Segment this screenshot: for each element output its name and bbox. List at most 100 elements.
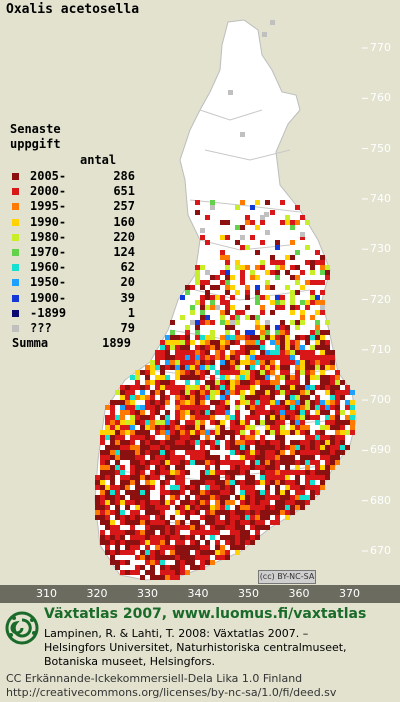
- distribution-point: [315, 460, 320, 465]
- distribution-point: [105, 500, 110, 505]
- distribution-point: [100, 515, 105, 520]
- distribution-point: [300, 360, 305, 365]
- distribution-point: [160, 520, 165, 525]
- x-tick-label: 350: [238, 587, 259, 600]
- distribution-point: [130, 550, 135, 555]
- distribution-point: [235, 355, 240, 360]
- distribution-point: [190, 310, 195, 315]
- distribution-point: [110, 520, 115, 525]
- distribution-point: [95, 510, 100, 515]
- distribution-point: [240, 435, 245, 440]
- footer-heading[interactable]: Växtatlas 2007, www.luomus.fi/vaxtatlas: [44, 606, 367, 622]
- distribution-point: [270, 350, 275, 355]
- distribution-point: [315, 410, 320, 415]
- distribution-point: [225, 405, 230, 410]
- distribution-point: [280, 330, 285, 335]
- distribution-point: [250, 525, 255, 530]
- distribution-point: [185, 390, 190, 395]
- distribution-point: [190, 545, 195, 550]
- distribution-point: [190, 520, 195, 525]
- distribution-point: [120, 485, 125, 490]
- distribution-point: [180, 560, 185, 565]
- distribution-point: [210, 335, 215, 340]
- distribution-point: [120, 560, 125, 565]
- distribution-point: [260, 325, 265, 330]
- distribution-point: [250, 490, 255, 495]
- distribution-point: [335, 395, 340, 400]
- distribution-point: [175, 395, 180, 400]
- distribution-point: [135, 510, 140, 515]
- distribution-point: [130, 440, 135, 445]
- distribution-point: [195, 400, 200, 405]
- distribution-point: [140, 555, 145, 560]
- distribution-point: [325, 420, 330, 425]
- distribution-point: [110, 425, 115, 430]
- distribution-point: [240, 350, 245, 355]
- distribution-point: [265, 320, 270, 325]
- distribution-point: [205, 315, 210, 320]
- distribution-point: [275, 390, 280, 395]
- distribution-point: [225, 335, 230, 340]
- distribution-point: [170, 495, 175, 500]
- distribution-point: [190, 525, 195, 530]
- distribution-point: [165, 465, 170, 470]
- distribution-point: [130, 475, 135, 480]
- distribution-point: [320, 435, 325, 440]
- distribution-point: [130, 415, 135, 420]
- distribution-point: [335, 405, 340, 410]
- license-badge[interactable]: (cc) BY-NC-SA: [258, 570, 316, 584]
- distribution-point: [150, 470, 155, 475]
- distribution-point: [160, 385, 165, 390]
- distribution-point: [135, 520, 140, 525]
- distribution-point: [155, 405, 160, 410]
- distribution-point: [255, 370, 260, 375]
- distribution-point: [175, 470, 180, 475]
- distribution-point: [285, 385, 290, 390]
- distribution-point: [145, 460, 150, 465]
- distribution-point: [290, 405, 295, 410]
- distribution-point: [305, 260, 310, 265]
- distribution-point: [135, 470, 140, 475]
- distribution-point: [195, 450, 200, 455]
- y-tick-label: 770: [370, 41, 391, 54]
- distribution-point: [170, 525, 175, 530]
- distribution-point: [290, 485, 295, 490]
- distribution-point: [200, 355, 205, 360]
- distribution-point: [155, 545, 160, 550]
- distribution-point: [335, 450, 340, 455]
- distribution-point: [140, 500, 145, 505]
- distribution-point: [180, 535, 185, 540]
- distribution-point: [195, 355, 200, 360]
- distribution-point: [195, 350, 200, 355]
- distribution-point: [160, 540, 165, 545]
- distribution-point: [250, 485, 255, 490]
- distribution-point: [165, 575, 170, 580]
- distribution-point: [110, 490, 115, 495]
- distribution-point: [130, 570, 135, 575]
- distribution-point: [235, 335, 240, 340]
- footer-license-url[interactable]: http://creativecommons.org/licenses/by-n…: [6, 686, 337, 699]
- distribution-point: [195, 525, 200, 530]
- distribution-point: [310, 260, 315, 265]
- distribution-point: [295, 425, 300, 430]
- distribution-point: [230, 515, 235, 520]
- distribution-point: [150, 420, 155, 425]
- distribution-point: [185, 460, 190, 465]
- distribution-point: [305, 445, 310, 450]
- distribution-point: [130, 535, 135, 540]
- distribution-point: [220, 480, 225, 485]
- distribution-point: [105, 550, 110, 555]
- distribution-point: [340, 395, 345, 400]
- distribution-point: [215, 515, 220, 520]
- distribution-point: [190, 425, 195, 430]
- distribution-point: [225, 255, 230, 260]
- distribution-point: [275, 340, 280, 345]
- distribution-point: [255, 535, 260, 540]
- distribution-point: [225, 270, 230, 275]
- distribution-point: [115, 465, 120, 470]
- distribution-point: [315, 490, 320, 495]
- distribution-point: [240, 370, 245, 375]
- distribution-point: [270, 460, 275, 465]
- distribution-point: [180, 510, 185, 515]
- distribution-point: [185, 375, 190, 380]
